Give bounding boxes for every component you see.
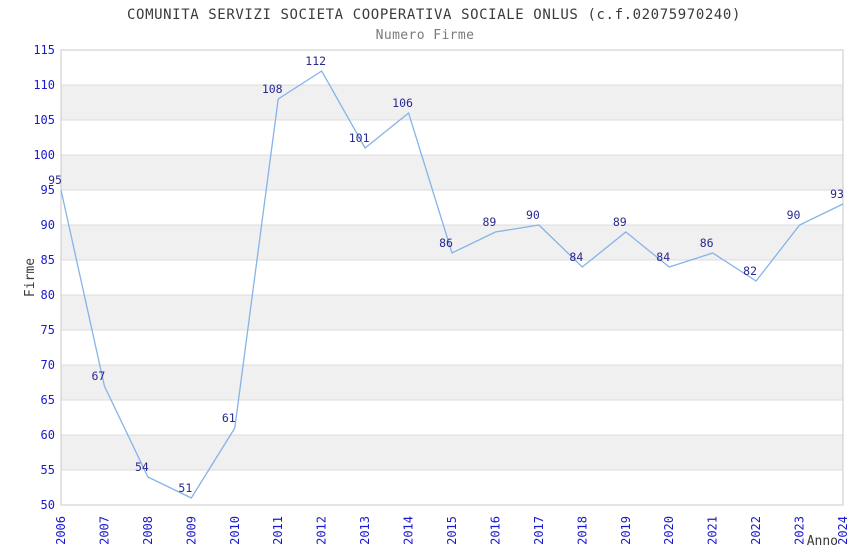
x-tick-label: 2009: [184, 516, 198, 545]
plot-band: [61, 435, 843, 470]
x-tick-label: 2013: [358, 516, 372, 545]
x-tick-label: 2008: [141, 516, 155, 545]
chart-title: COMUNITA SERVIZI SOCIETA COOPERATIVA SOC…: [127, 7, 741, 23]
y-axis-title: Firme: [23, 258, 38, 297]
x-tick-label: 2023: [793, 516, 807, 545]
y-tick-label: 105: [33, 113, 55, 127]
data-label: 51: [178, 481, 192, 495]
x-tick-label: 2024: [836, 516, 850, 545]
x-tick-label: 2012: [315, 516, 329, 545]
x-tick-label: 2018: [575, 516, 589, 545]
y-tick-label: 95: [41, 183, 55, 197]
x-axis-title: Anno: [807, 534, 838, 549]
y-tick-label: 70: [41, 358, 55, 372]
x-tick-label: 2010: [228, 516, 242, 545]
data-label: 108: [262, 82, 283, 96]
y-tick-label: 90: [41, 218, 55, 232]
x-tick-label: 2022: [749, 516, 763, 545]
x-tick-label: 2016: [488, 516, 502, 545]
data-label: 61: [222, 411, 236, 425]
data-label: 82: [743, 264, 757, 278]
y-tick-label: 100: [33, 148, 55, 162]
data-label: 86: [439, 236, 453, 250]
y-tick-label: 80: [41, 288, 55, 302]
x-tick-label: 2015: [445, 516, 459, 545]
data-label: 101: [349, 131, 370, 145]
x-tick-label: 2021: [706, 516, 720, 545]
chart-subtitle: Numero Firme: [375, 28, 475, 43]
series-line: [60, 70, 844, 499]
x-tick-label: 2006: [54, 516, 68, 545]
plot-band: [61, 155, 843, 190]
y-tick-label: 115: [33, 43, 55, 57]
y-tick-label: 75: [41, 323, 55, 337]
x-tick-label: 2007: [97, 516, 111, 545]
data-label: 89: [613, 215, 627, 229]
plot-band: [61, 365, 843, 400]
data-label: 84: [569, 250, 583, 264]
x-tick-label: 2017: [532, 516, 546, 545]
data-label: 112: [305, 54, 326, 68]
data-label: 90: [787, 208, 801, 222]
data-label: 106: [392, 96, 413, 110]
data-label: 89: [483, 215, 497, 229]
data-label: 86: [700, 236, 714, 250]
y-tick-label: 110: [33, 78, 55, 92]
y-tick-label: 65: [41, 393, 55, 407]
y-tick-label: 50: [41, 498, 55, 512]
data-label: 95: [48, 173, 62, 187]
x-tick-label: 2020: [662, 516, 676, 545]
plot-border: [60, 49, 844, 506]
x-tick-label: 2011: [271, 516, 285, 545]
data-label: 93: [830, 187, 844, 201]
x-tick-label: 2019: [619, 516, 633, 545]
data-label: 84: [656, 250, 670, 264]
data-label: 90: [526, 208, 540, 222]
y-tick-label: 85: [41, 253, 55, 267]
y-tick-label: 55: [41, 463, 55, 477]
y-tick-label: 60: [41, 428, 55, 442]
data-label: 67: [92, 369, 106, 383]
plot-band: [61, 225, 843, 260]
plot-band: [61, 295, 843, 330]
x-tick-label: 2014: [402, 516, 416, 545]
plot-band: [61, 85, 843, 120]
data-label: 54: [135, 460, 149, 474]
